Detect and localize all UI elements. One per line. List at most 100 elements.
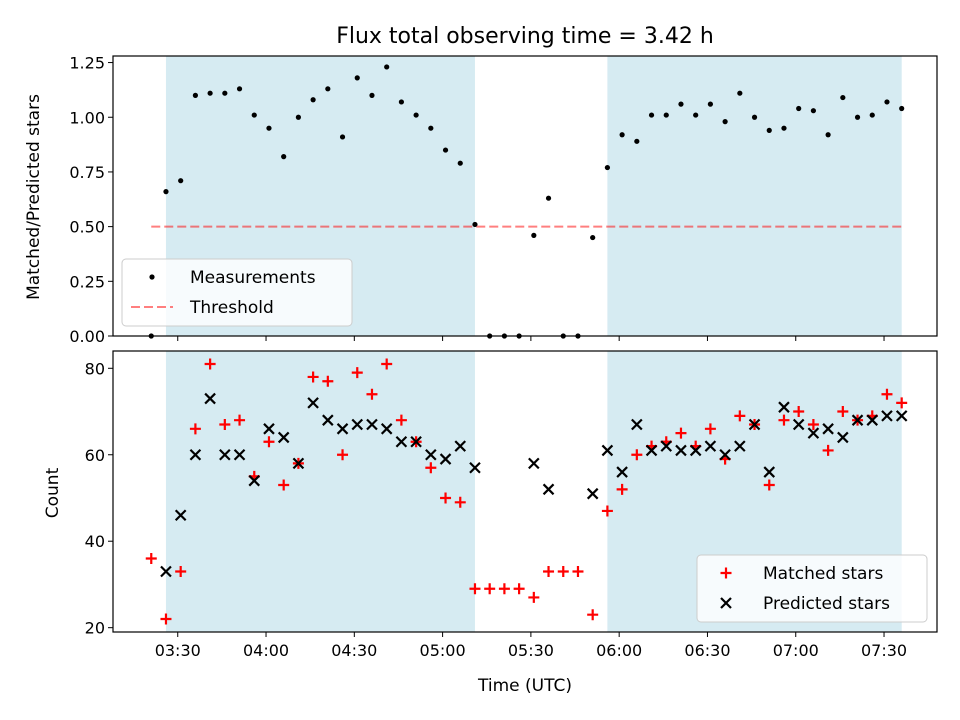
bottom-matched-star-point [778, 414, 790, 426]
top-measurement-point [413, 112, 419, 118]
bottom-matched-star-point [601, 505, 613, 517]
bottom-predicted-star-point [689, 444, 702, 457]
top-legend-threshold-label: Threshold [189, 298, 274, 318]
bottom-matched-star-point [175, 565, 187, 577]
bottom-ytick-label: 20 [85, 619, 105, 638]
bottom-matched-star-point [793, 406, 805, 418]
top-measurement-point [281, 154, 287, 160]
bottom-xtick-label: 07:00 [773, 641, 819, 660]
bottom-xtick-label: 04:00 [243, 641, 289, 660]
bottom-matched-star-point [675, 427, 687, 439]
top-measurement-point [796, 105, 802, 112]
bottom-matched-star-point [513, 583, 525, 595]
bottom-xtick-label: 07:30 [861, 641, 907, 660]
bottom-predicted-star-point [380, 423, 393, 435]
bottom-predicted-star-point [660, 440, 673, 452]
bottom-matched-star-point [498, 583, 510, 595]
bottom-matched-star-point [454, 496, 466, 508]
top-measurement-point [781, 125, 787, 131]
top-measurement-point [457, 160, 463, 166]
bottom-predicted-star-point [807, 427, 820, 439]
bottom-predicted-star-point [307, 397, 319, 409]
bottom-matched-star-point [263, 436, 275, 448]
bottom-matched-star-point [543, 565, 555, 577]
bottom-predicted-star-point [528, 457, 540, 470]
bottom-predicted-star-point [248, 474, 261, 487]
bottom-predicted-star-point [837, 431, 849, 444]
top-measurement-point [325, 86, 331, 92]
bottom-matched-star-point [528, 591, 540, 603]
bottom-shaded-interval-0 [165, 351, 475, 632]
top-ytick-label: 0.00 [69, 327, 105, 346]
bottom-matched-star-point [381, 358, 393, 370]
bottom-predicted-star-point [792, 418, 805, 431]
top-legend-box [121, 258, 353, 327]
top-measurement-point [192, 92, 198, 98]
bottom-matched-star-point [734, 410, 746, 422]
bottom-predicted-star-point [675, 444, 687, 457]
top-measurement-point [207, 90, 213, 96]
bottom-predicted-star-point [601, 444, 614, 457]
bottom-predicted-star-point [631, 418, 643, 431]
top-measurement-point [222, 90, 228, 96]
bottom-predicted-star-point [233, 448, 246, 461]
top-measurement-point [545, 195, 552, 201]
bottom-predicted-star-point [425, 448, 437, 461]
top-measurement-point [531, 232, 537, 238]
top-measurement-point [884, 99, 890, 105]
bottom-axes-frame [112, 350, 938, 633]
bottom-predicted-star-point [439, 453, 452, 465]
top-measurement-point [251, 112, 257, 118]
bottom-legend-matched-marker [720, 567, 732, 579]
top-measurement-point [590, 234, 596, 241]
bottom-predicted-star-point [704, 440, 717, 452]
bottom-predicted-star-point [366, 418, 378, 431]
bottom-predicted-star-point [778, 401, 790, 413]
top-measurement-point [619, 132, 625, 138]
top-measurement-point [707, 101, 714, 107]
top-measurement-point [339, 134, 346, 140]
bottom-matched-star-point [572, 565, 584, 577]
bottom-predicted-star-point [219, 448, 231, 461]
top-measurement-point [634, 138, 640, 144]
top-measurement-point [236, 86, 243, 92]
bottom-predicted-star-point [322, 414, 334, 426]
bottom-predicted-star-point [204, 392, 216, 405]
bottom-ylabel: Count [43, 467, 63, 518]
bottom-matched-star-point [587, 609, 599, 621]
top-ytick-label: 1.25 [69, 54, 105, 73]
bottom-predicted-star-point [895, 410, 908, 422]
top-ytick-label: 0.50 [69, 218, 105, 237]
bottom-predicted-star-point [645, 444, 658, 457]
top-measurement-point [369, 92, 375, 98]
bottom-predicted-star-point [748, 418, 761, 431]
bottom-predicted-star-point [351, 418, 364, 431]
top-measurement-point [663, 112, 669, 118]
x-axis-label: Time (UTC) [477, 676, 572, 696]
bottom-predicted-star-point [292, 457, 305, 470]
bottom-predicted-star-point [395, 436, 408, 448]
bottom-matched-star-point [351, 367, 363, 379]
top-measurement-point [737, 90, 743, 96]
top-measurement-point [678, 101, 684, 107]
top-ytick-label: 0.75 [69, 163, 105, 182]
bottom-matched-star-point [234, 414, 246, 426]
bottom-predicted-star-point [763, 466, 776, 478]
top-measurement-point [295, 114, 301, 120]
top-measurement-point [604, 164, 611, 171]
bottom-predicted-star-point [851, 414, 864, 426]
bottom-xtick-label: 06:30 [684, 641, 730, 660]
bottom-legend-box [696, 554, 928, 623]
top-measurement-point [354, 75, 360, 81]
bottom-matched-star-point [322, 375, 334, 387]
bottom-predicted-star-point [822, 423, 834, 435]
top-legend-measurements-marker [149, 274, 155, 280]
bottom-predicted-star-point [586, 487, 599, 500]
top-measurement-point [854, 114, 861, 120]
bottom-ytick-label: 40 [85, 532, 105, 551]
bottom-matched-star-point [616, 483, 628, 495]
bottom-xtick-label: 06:00 [596, 641, 642, 660]
bottom-legend-predicted-marker [720, 597, 732, 609]
top-measurement-point [766, 127, 772, 133]
